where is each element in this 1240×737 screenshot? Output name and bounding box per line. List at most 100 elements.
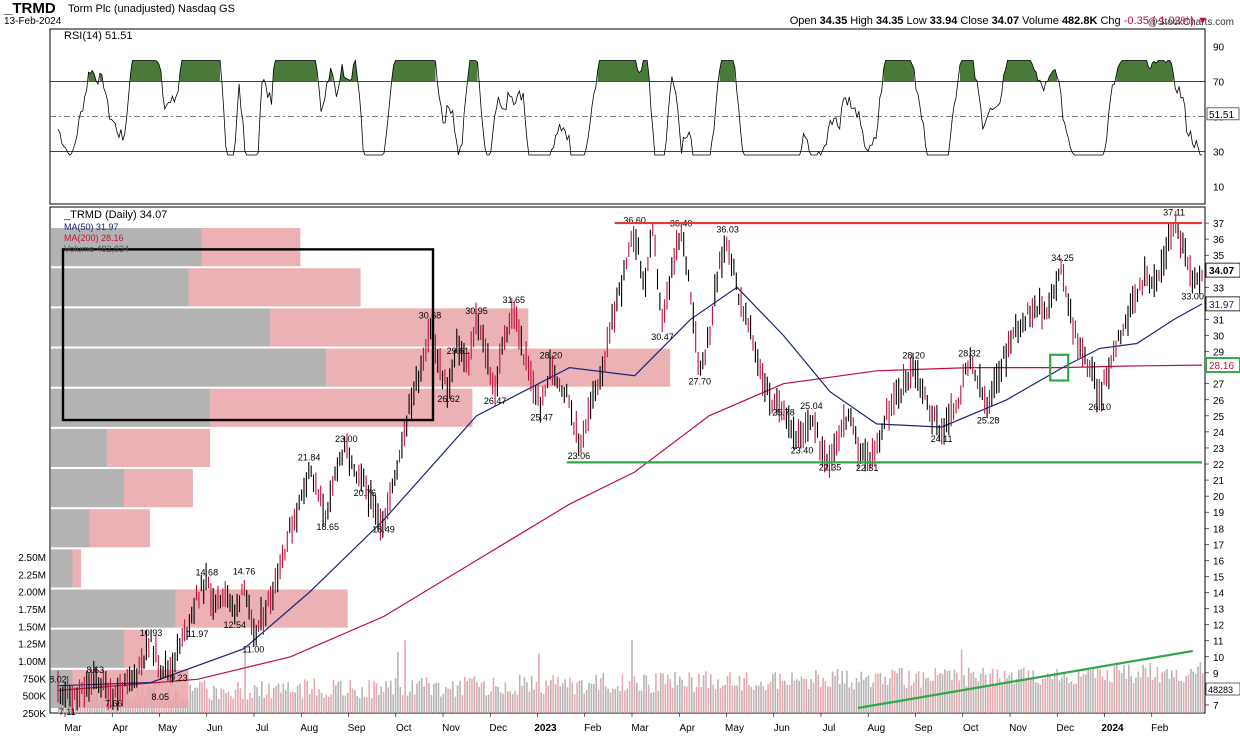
volume-bar: [203, 680, 206, 713]
volume-bar: [767, 684, 769, 713]
volume-bar: [633, 676, 636, 713]
volume-bar: [208, 698, 211, 713]
last-price-label: 34.07: [1209, 266, 1234, 277]
volume-bar: [841, 670, 843, 713]
volume-bar: [358, 698, 361, 713]
volume-bar: [1046, 673, 1049, 713]
volume-bar: [1197, 666, 1199, 713]
price-line-layer: [57, 211, 1203, 715]
rsi-value-label: 51.51: [1209, 110, 1234, 121]
volume-bar: [559, 686, 562, 713]
volume-bar: [729, 672, 731, 713]
volume-bar: [626, 688, 628, 713]
open-label: Open: [789, 15, 817, 27]
price-tick-label: 18: [1213, 524, 1225, 535]
volume-bar: [440, 696, 442, 713]
vbp-up-bar: [51, 348, 327, 387]
volume-bar: [972, 672, 975, 713]
volume-bar: [418, 681, 421, 713]
volume-bar: [822, 678, 824, 713]
volume-bar: [198, 681, 201, 713]
volume-bar: [356, 696, 359, 713]
volume-bar: [435, 682, 437, 713]
volume-bar: [796, 679, 798, 713]
price-tick-label: 25: [1213, 412, 1225, 423]
price-tick-label: 33: [1213, 283, 1225, 294]
volume-bar: [1073, 684, 1075, 713]
month-label: Oct: [396, 723, 412, 734]
volume-bar: [464, 676, 466, 713]
volume-bar: [373, 681, 375, 713]
volume-bar: [535, 681, 538, 713]
ma200-line: [57, 364, 1203, 692]
volume-bar: [991, 668, 994, 713]
volume-bar: [891, 669, 894, 713]
ma200-value-label: 28.16: [1209, 361, 1234, 372]
legend-volume: Volume 482,834: [64, 244, 129, 254]
volume-bar: [979, 673, 982, 713]
volume-bar: [490, 691, 492, 713]
volume-bar: [664, 683, 667, 713]
price-tick-label: 17: [1213, 540, 1225, 551]
volume-bar: [339, 681, 342, 713]
volume-bar: [370, 698, 373, 713]
volume-bar: [318, 689, 320, 713]
price-annotation: 29.61: [447, 346, 470, 356]
volume-bar: [337, 681, 339, 713]
volume-bar: [1080, 676, 1082, 713]
volume-bar: [908, 670, 910, 713]
price-annotation: 25.04: [800, 401, 823, 411]
legend-ma200: MA(200) 28.16: [64, 233, 124, 243]
volume-bar: [342, 695, 344, 713]
volume-bar: [1159, 682, 1161, 713]
volume-bar: [674, 671, 676, 713]
volume-bar: [542, 693, 545, 713]
volume-bar: [1008, 674, 1011, 713]
volume-bar: [1089, 670, 1092, 713]
volume-bar: [397, 652, 399, 713]
vbp-up-bar: [51, 629, 125, 668]
volume-bar: [1106, 670, 1109, 713]
volume-bar: [232, 698, 234, 713]
price-annotation: 26.47: [484, 396, 507, 406]
volume-bar: [308, 694, 311, 713]
volume-bar: [258, 695, 261, 713]
volume-bar: [643, 674, 645, 713]
volume-bar: [573, 694, 576, 713]
volume-bar: [807, 688, 810, 713]
chg-down-icon: ▼: [1197, 15, 1208, 27]
volume-bar: [1166, 669, 1168, 713]
volume-bar: [803, 678, 805, 713]
volume-bar: [1058, 680, 1061, 713]
volume-bar: [640, 690, 643, 713]
volume-bar: [292, 691, 294, 713]
volume-bar: [860, 671, 863, 713]
volume-bar: [569, 677, 571, 713]
volume-bar: [296, 685, 299, 713]
price-tick-label: 9: [1213, 669, 1219, 680]
volume-bar: [241, 699, 244, 713]
volume-bar: [571, 682, 574, 713]
volume-bar: [1180, 681, 1183, 713]
volume-bar: [1085, 674, 1087, 713]
volume-bar: [786, 684, 788, 713]
volume-bar: [459, 680, 461, 713]
volume-bar: [929, 681, 932, 713]
month-label: Dec: [489, 723, 507, 734]
legend-layer: RSI(14) 51.51 _TRMD (Daily) 34.07 MA(50)…: [63, 30, 167, 254]
volume-bar: [850, 682, 853, 713]
volume-bar: [454, 696, 457, 713]
volume-bar: [1075, 683, 1077, 713]
volume-bar: [707, 688, 710, 713]
volume-bar: [1154, 677, 1156, 713]
price-tick-label: 20: [1213, 492, 1225, 503]
price-annotation: 11.00: [242, 645, 264, 655]
overlay-layer: 34.07 31.97 28.16 48283: [61, 221, 1240, 710]
volume-bar: [788, 685, 791, 713]
volume-bar: [879, 673, 882, 713]
volume-bar: [552, 675, 554, 713]
vbp-up-bar: [51, 308, 271, 347]
volume-bar: [870, 687, 872, 713]
volume-bar: [277, 683, 280, 713]
volume-bar: [466, 681, 468, 713]
